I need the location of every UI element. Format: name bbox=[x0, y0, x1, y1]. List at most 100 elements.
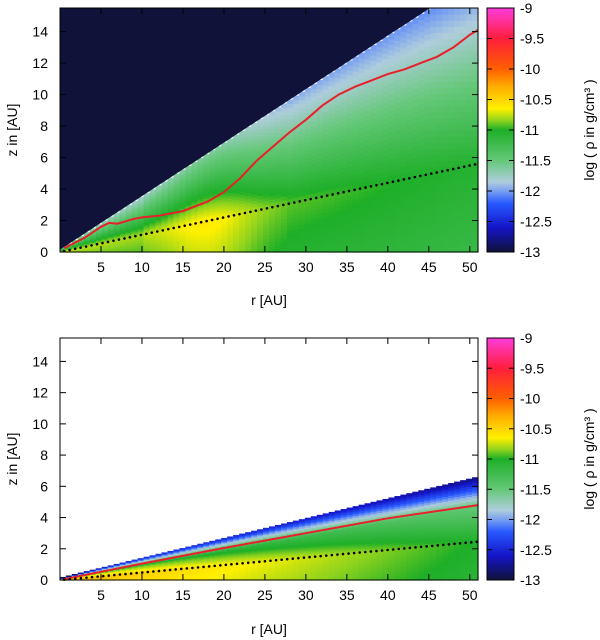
density-cell bbox=[310, 193, 318, 198]
density-cell bbox=[257, 188, 264, 193]
density-cell bbox=[179, 175, 186, 179]
density-cell bbox=[304, 182, 312, 187]
density-cell bbox=[286, 152, 294, 158]
density-cell bbox=[119, 241, 127, 243]
density-cell bbox=[466, 221, 473, 229]
density-cell bbox=[215, 233, 222, 237]
density-cell bbox=[269, 156, 276, 162]
density-cell bbox=[191, 202, 198, 206]
density-cell bbox=[466, 160, 473, 168]
density-cell bbox=[227, 212, 234, 216]
density-cell bbox=[197, 242, 204, 246]
density-cell bbox=[95, 224, 103, 227]
density-cell bbox=[137, 227, 145, 230]
density-cell bbox=[370, 231, 378, 238]
density-cell bbox=[239, 239, 246, 244]
density-cell bbox=[340, 512, 348, 515]
density-cell bbox=[418, 198, 425, 205]
density-cell bbox=[292, 522, 300, 525]
density-cell bbox=[167, 181, 175, 184]
density-cell bbox=[346, 184, 354, 191]
density-cell bbox=[131, 204, 139, 207]
density-cell bbox=[197, 186, 204, 190]
density-cell bbox=[173, 563, 181, 566]
density-cell bbox=[251, 245, 258, 250]
density-cell bbox=[239, 170, 246, 174]
density-cell bbox=[197, 179, 204, 183]
density-cell bbox=[161, 564, 169, 566]
density-cell bbox=[424, 40, 431, 47]
density-cell bbox=[364, 109, 372, 116]
density-cell bbox=[400, 59, 407, 66]
density-cell bbox=[209, 160, 216, 164]
density-cell bbox=[448, 221, 455, 229]
density-cell bbox=[298, 171, 306, 177]
density-cell bbox=[209, 155, 216, 159]
density-cell bbox=[149, 578, 157, 580]
density-cell bbox=[269, 571, 276, 574]
density-cell bbox=[107, 231, 115, 234]
density-cell bbox=[412, 64, 419, 71]
density-cell bbox=[424, 227, 431, 235]
density-cell bbox=[412, 134, 419, 142]
density-cell bbox=[466, 166, 473, 174]
density-cell bbox=[328, 157, 336, 163]
density-cell bbox=[286, 118, 294, 123]
density-cell bbox=[346, 529, 354, 532]
density-cell bbox=[412, 169, 419, 177]
density-cell bbox=[251, 557, 258, 560]
density-cell bbox=[430, 14, 437, 21]
density-cell bbox=[388, 93, 395, 100]
density-cell bbox=[221, 232, 228, 237]
density-cell bbox=[251, 577, 258, 580]
density-cell bbox=[340, 195, 348, 202]
density-cell bbox=[274, 154, 282, 159]
density-cell bbox=[304, 219, 312, 224]
density-cell bbox=[269, 545, 276, 548]
density-cell bbox=[113, 229, 121, 231]
density-cell bbox=[197, 165, 204, 168]
density-cell bbox=[412, 46, 419, 54]
density-cell bbox=[209, 555, 216, 558]
density-cell bbox=[412, 111, 419, 118]
density-cell bbox=[364, 533, 372, 537]
density-cell bbox=[418, 114, 425, 122]
density-cell bbox=[292, 544, 300, 547]
density-cell bbox=[263, 568, 270, 571]
density-cell bbox=[280, 546, 288, 549]
density-cell bbox=[197, 577, 204, 579]
density-cell bbox=[322, 155, 330, 161]
density-cell bbox=[101, 226, 109, 229]
density-cell bbox=[173, 575, 181, 577]
density-cell bbox=[221, 183, 228, 187]
density-cell bbox=[316, 558, 324, 562]
density-cell bbox=[119, 214, 127, 216]
density-cell bbox=[346, 532, 354, 536]
density-cell bbox=[269, 153, 276, 158]
density-cell bbox=[203, 571, 210, 574]
density-cell bbox=[298, 534, 306, 537]
density-cell bbox=[113, 250, 121, 252]
density-cell bbox=[71, 239, 79, 241]
density-cell bbox=[197, 233, 204, 237]
density-cell bbox=[191, 547, 198, 550]
density-cell bbox=[221, 164, 228, 168]
density-cell bbox=[251, 549, 258, 552]
density-cell bbox=[179, 571, 186, 573]
density-cell bbox=[137, 558, 145, 560]
density-cell bbox=[173, 193, 181, 196]
density-cell bbox=[292, 165, 300, 171]
density-cell bbox=[257, 529, 264, 532]
density-cell bbox=[221, 241, 228, 245]
density-cell bbox=[245, 532, 252, 534]
density-cell bbox=[376, 72, 384, 79]
density-cell bbox=[185, 183, 192, 186]
density-cell bbox=[340, 549, 348, 553]
density-cell bbox=[334, 548, 342, 552]
density-cell bbox=[185, 566, 192, 569]
density-cell bbox=[448, 123, 455, 131]
density-cell bbox=[304, 239, 312, 245]
density-cell bbox=[245, 180, 252, 184]
density-cell bbox=[424, 203, 431, 211]
density-cell bbox=[436, 62, 443, 70]
